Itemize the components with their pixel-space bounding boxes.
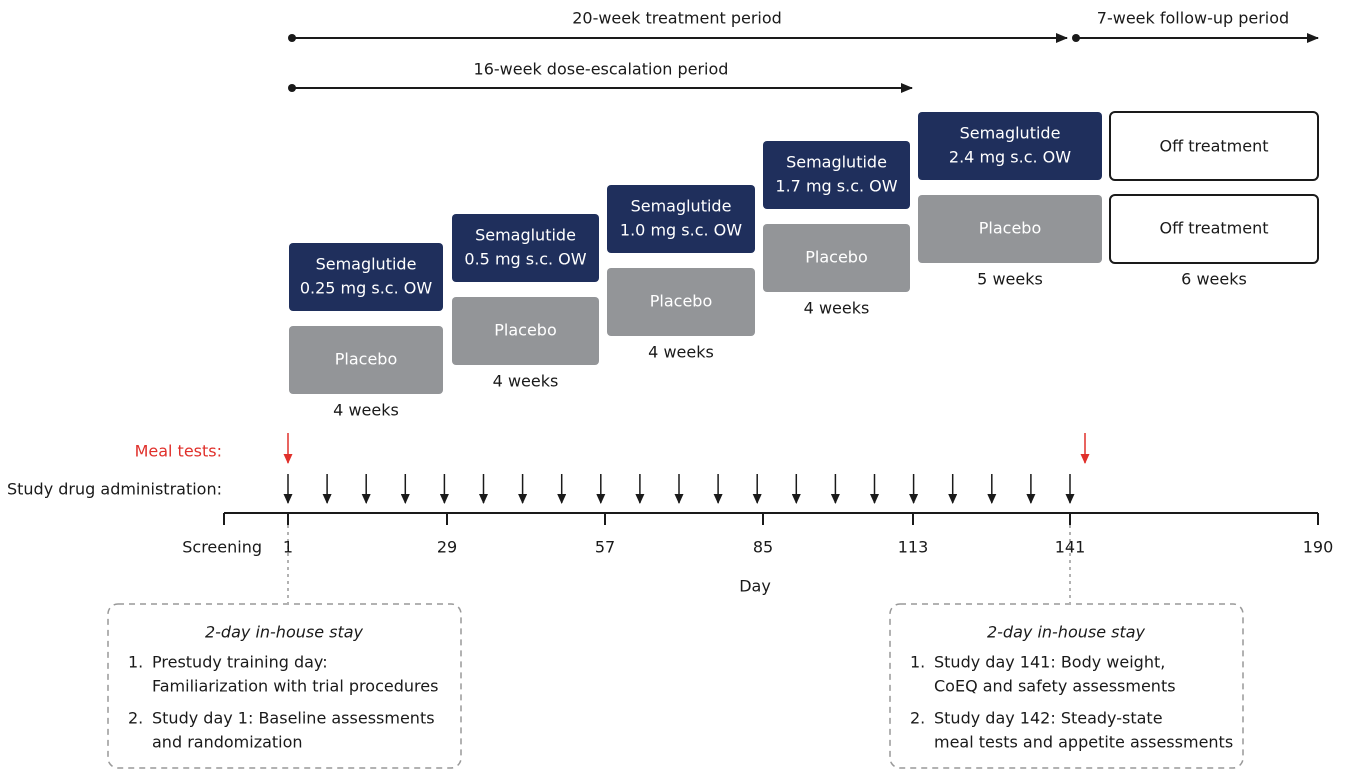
tick-label: Screening bbox=[182, 538, 262, 557]
tick-label: 29 bbox=[437, 538, 457, 557]
drug-label: Semaglutide bbox=[960, 124, 1061, 143]
placebo-box bbox=[918, 195, 1102, 263]
placebo-label: Placebo bbox=[805, 248, 867, 267]
item-number: 2. bbox=[128, 709, 143, 728]
tick-label: 113 bbox=[898, 538, 929, 557]
dose-label: 2.4 mg s.c. OW bbox=[949, 148, 1071, 167]
item-line: CoEQ and safety assessments bbox=[934, 677, 1176, 696]
stay-box bbox=[107, 603, 462, 769]
stay-box bbox=[889, 603, 1244, 769]
placebo-box bbox=[607, 268, 755, 336]
semaglutide-box bbox=[763, 141, 910, 209]
duration: 6 weeks bbox=[1181, 270, 1247, 289]
dose-label: 1.0 mg s.c. OW bbox=[620, 221, 742, 240]
duration: 4 weeks bbox=[804, 299, 870, 318]
semaglutide-box bbox=[607, 185, 755, 253]
tick-label: 57 bbox=[595, 538, 615, 557]
duration: 4 weeks bbox=[648, 343, 714, 362]
placebo-label: Placebo bbox=[979, 219, 1041, 238]
stay-title: 2-day in-house stay bbox=[205, 623, 364, 642]
item-line: and randomization bbox=[152, 733, 303, 752]
drug-label: Semaglutide bbox=[316, 255, 417, 274]
off-treatment: Off treatment Off treatment 6 weeks bbox=[1109, 111, 1319, 289]
off-label: Off treatment bbox=[1160, 219, 1269, 238]
axis-label: Day bbox=[739, 577, 771, 596]
stay-title: 2-day in-house stay bbox=[987, 623, 1146, 642]
semaglutide-box bbox=[452, 214, 599, 282]
meal-tests-label: Meal tests: bbox=[135, 442, 222, 461]
placebo-box bbox=[452, 297, 599, 365]
drug-label: Semaglutide bbox=[786, 153, 887, 172]
duration: 4 weeks bbox=[333, 401, 399, 420]
duration: 5 weeks bbox=[977, 270, 1043, 289]
off-label: Off treatment bbox=[1160, 137, 1269, 156]
duration: 4 weeks bbox=[493, 372, 559, 391]
tick-label: 190 bbox=[1303, 538, 1334, 557]
drug-label: Semaglutide bbox=[475, 226, 576, 245]
off-box bbox=[1109, 111, 1319, 181]
placebo-box bbox=[763, 224, 910, 292]
semaglutide-box bbox=[918, 112, 1102, 180]
placebo-label: Placebo bbox=[335, 350, 397, 369]
tick-label: 141 bbox=[1055, 538, 1086, 557]
dose-blocks: Semaglutide 0.25 mg s.c. OW Placebo 4 weeks… bbox=[289, 112, 1102, 420]
dose-label: 0.5 mg s.c. OW bbox=[464, 250, 586, 269]
administration-label: Study drug administration: bbox=[7, 480, 222, 499]
item-line: Familiarization with trial procedures bbox=[152, 677, 438, 696]
placebo-label: Placebo bbox=[650, 292, 712, 311]
tick-label: 1 bbox=[283, 538, 293, 557]
semaglutide-box bbox=[289, 243, 443, 311]
placebo-label: Placebo bbox=[494, 321, 556, 340]
dose-label: 1.7 mg s.c. OW bbox=[775, 177, 897, 196]
drug-label: Semaglutide bbox=[631, 197, 732, 216]
follow-up-label: 7-week follow-up period bbox=[1097, 9, 1289, 28]
item-line: Study day 141: Body weight, bbox=[934, 653, 1165, 672]
placebo-box bbox=[289, 326, 443, 394]
period-arrows: 20-week treatment period 7-week follow-u… bbox=[288, 9, 1319, 93]
tick-label: 85 bbox=[753, 538, 773, 557]
item-number: 2. bbox=[910, 709, 925, 728]
item-line: Study day 142: Steady-state bbox=[934, 709, 1163, 728]
timeline: Meal tests: Study drug administration: D… bbox=[7, 433, 1333, 603]
item-number: 1. bbox=[128, 653, 143, 672]
dose-label: 0.25 mg s.c. OW bbox=[300, 279, 433, 298]
off-box bbox=[1109, 194, 1319, 264]
item-line: Study day 1: Baseline assessments bbox=[152, 709, 435, 728]
treatment-period-label: 20-week treatment period bbox=[572, 9, 782, 28]
in-house-stays: 2-day in-house stay 1. Prestudy training d… bbox=[107, 603, 1244, 769]
dose-escalation-label: 16-week dose-escalation period bbox=[474, 60, 729, 79]
item-number: 1. bbox=[910, 653, 925, 672]
item-line: meal tests and appetite assessments bbox=[934, 733, 1233, 752]
item-line: Prestudy training day: bbox=[152, 653, 328, 672]
